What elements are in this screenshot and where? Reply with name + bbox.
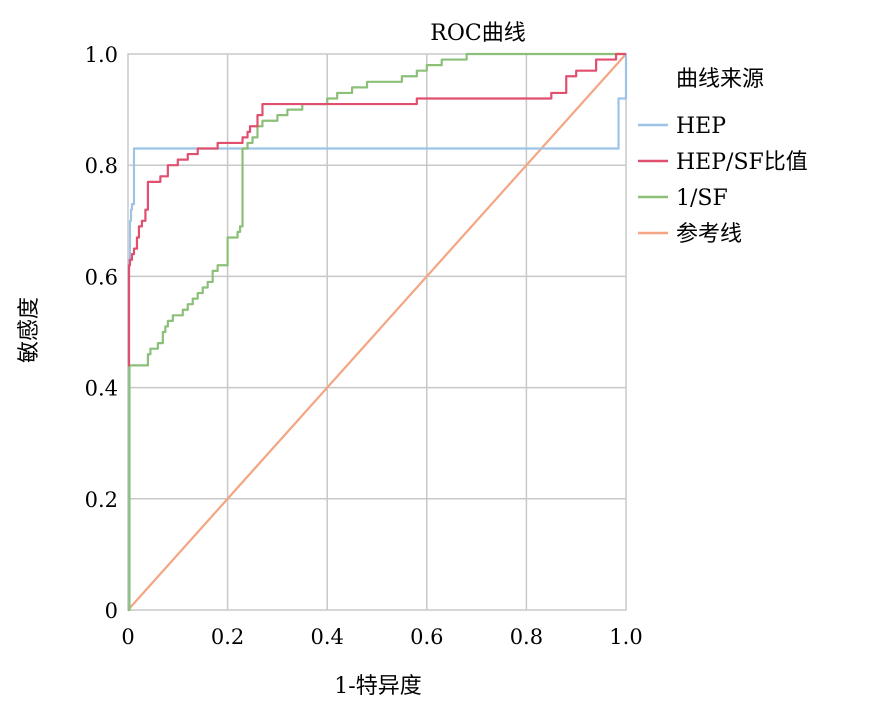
y-tick-label: 0 — [105, 599, 118, 623]
legend-label: 参考线 — [676, 222, 742, 247]
x-axis-label: 1-特异度 — [334, 674, 421, 699]
tick-labels: 0 0.2 0.4 0.6 0.8 1.0 0 0.2 0.4 0.6 0.8 1.0 — [85, 43, 643, 649]
y-tick-label: 0.2 — [85, 488, 118, 512]
y-tick-label: 1.0 — [85, 43, 118, 67]
legend: 曲线来源 HEP HEP/SF比值 1/SF 参考线 — [638, 67, 808, 247]
x-tick-label: 0.8 — [510, 625, 543, 649]
legend-label: 1/SF — [676, 186, 728, 211]
legend-label: HEP — [676, 114, 726, 139]
x-tick-label: 0 — [121, 625, 134, 649]
grid-lines — [128, 54, 626, 610]
legend-label: HEP/SF比值 — [676, 150, 808, 175]
y-tick-label: 0.4 — [85, 377, 118, 401]
series-group — [127, 52, 628, 612]
x-tick-label: 0.6 — [410, 625, 443, 649]
x-tick-label: 1.0 — [609, 625, 642, 649]
y-axis-label: 敏感度 — [17, 297, 42, 363]
series-line-3 — [127, 53, 627, 611]
y-tick-label: 0.8 — [85, 154, 118, 178]
series-line-2 — [128, 52, 626, 612]
legend-title: 曲线来源 — [676, 67, 764, 92]
chart-title: ROC曲线 — [430, 21, 525, 46]
x-tick-label: 0.4 — [310, 625, 343, 649]
y-tick-label: 0.6 — [85, 265, 118, 289]
series-line-1 — [127, 52, 626, 367]
x-tick-label: 0.2 — [211, 625, 244, 649]
